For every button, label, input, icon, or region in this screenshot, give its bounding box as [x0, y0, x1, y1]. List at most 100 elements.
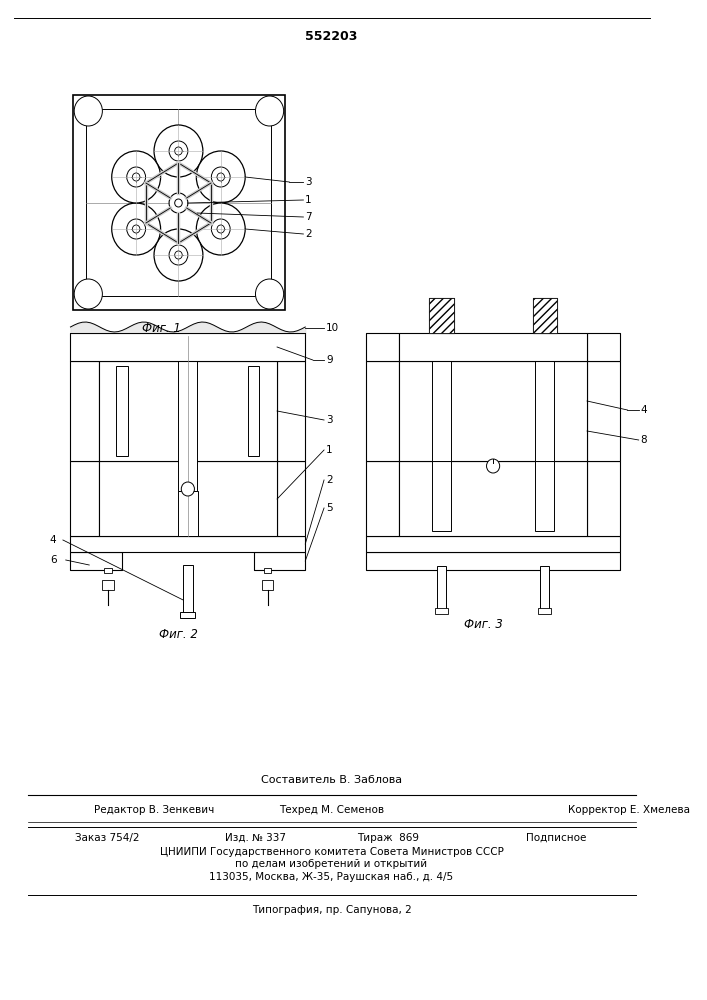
Circle shape	[181, 482, 194, 496]
Bar	[366, 361, 399, 461]
Text: 10: 10	[326, 323, 339, 333]
Bar	[277, 461, 305, 536]
Circle shape	[169, 141, 188, 161]
Circle shape	[197, 203, 245, 255]
Text: ЦНИИПИ Государственного комитета Совета Министров СССР: ЦНИИПИ Государственного комитета Совета …	[160, 847, 503, 857]
Circle shape	[127, 219, 146, 239]
Text: 1: 1	[305, 195, 312, 205]
Text: 3: 3	[326, 415, 332, 425]
Bar	[71, 536, 305, 552]
Bar	[117, 366, 128, 456]
Text: Подписное: Подписное	[526, 833, 586, 843]
Text: Фиг. 1: Фиг. 1	[142, 322, 181, 334]
Text: 5: 5	[326, 503, 332, 513]
Text: 4: 4	[641, 405, 647, 415]
Bar	[429, 298, 454, 333]
Text: Изд. № 337: Изд. № 337	[226, 833, 286, 843]
Bar	[435, 608, 448, 614]
Circle shape	[217, 225, 225, 233]
Circle shape	[74, 96, 103, 126]
Circle shape	[175, 199, 182, 207]
Text: 552203: 552203	[305, 30, 358, 43]
Bar	[71, 552, 122, 570]
Text: 2: 2	[305, 229, 312, 239]
Bar	[366, 536, 620, 552]
Bar	[532, 298, 557, 333]
Bar	[248, 366, 259, 456]
Bar	[277, 461, 305, 536]
Bar	[432, 361, 451, 461]
Bar	[587, 333, 620, 361]
Bar	[587, 361, 620, 461]
Text: Заказ 754/2: Заказ 754/2	[75, 833, 140, 843]
Bar	[366, 361, 399, 461]
Text: 3: 3	[305, 177, 312, 187]
Bar	[98, 361, 277, 461]
Circle shape	[211, 167, 230, 187]
Bar	[366, 552, 620, 570]
Bar	[366, 552, 620, 570]
Bar	[98, 461, 277, 536]
Bar	[399, 333, 587, 361]
Bar	[538, 608, 551, 614]
Bar	[399, 361, 587, 461]
Text: 2: 2	[326, 475, 332, 485]
Bar	[71, 333, 305, 361]
Bar	[104, 568, 112, 573]
Bar	[587, 333, 620, 361]
Bar	[535, 361, 554, 461]
Bar	[587, 461, 620, 536]
Text: Корректор Е. Хмелева: Корректор Е. Хмелева	[568, 805, 690, 815]
Circle shape	[132, 173, 140, 181]
Bar	[587, 461, 620, 536]
Bar	[587, 361, 620, 461]
Text: по делам изобретений и открытий: по делам изобретений и открытий	[235, 859, 428, 869]
Text: 7: 7	[305, 212, 312, 222]
Bar	[71, 552, 122, 570]
Bar	[532, 298, 557, 333]
Circle shape	[175, 251, 182, 259]
Bar	[264, 568, 271, 573]
Bar	[277, 361, 305, 461]
Circle shape	[197, 151, 245, 203]
Bar	[180, 612, 195, 618]
Text: 113035, Москва, Ж-35, Раушская наб., д. 4/5: 113035, Москва, Ж-35, Раушская наб., д. …	[209, 872, 454, 882]
Bar	[74, 95, 285, 310]
Bar	[277, 361, 305, 461]
Text: 9: 9	[326, 355, 332, 365]
Circle shape	[175, 147, 182, 155]
Circle shape	[154, 229, 203, 281]
Text: Фиг. 3: Фиг. 3	[464, 618, 503, 632]
Bar	[71, 461, 98, 536]
Bar	[177, 491, 198, 536]
Circle shape	[74, 279, 103, 309]
Circle shape	[217, 173, 225, 181]
Bar	[71, 361, 98, 461]
Bar	[98, 461, 277, 536]
Text: Фиг. 2: Фиг. 2	[159, 629, 198, 642]
Text: 8: 8	[641, 435, 647, 445]
Bar	[432, 451, 451, 531]
Text: 1: 1	[326, 445, 332, 455]
Circle shape	[112, 203, 160, 255]
Bar	[262, 580, 274, 590]
Bar	[399, 361, 587, 461]
Bar	[366, 536, 620, 552]
Bar	[254, 552, 305, 570]
Circle shape	[169, 193, 188, 213]
Text: 6: 6	[49, 555, 57, 565]
Circle shape	[255, 96, 284, 126]
Bar	[178, 341, 197, 491]
Circle shape	[132, 225, 140, 233]
Bar	[366, 461, 399, 536]
Text: Техред М. Семенов: Техред М. Семенов	[279, 805, 384, 815]
Text: Типография, пр. Сапунова, 2: Типография, пр. Сапунова, 2	[252, 905, 411, 915]
Bar	[429, 298, 454, 333]
Circle shape	[255, 279, 284, 309]
Bar	[71, 536, 305, 552]
Circle shape	[169, 245, 188, 265]
Circle shape	[211, 219, 230, 239]
Bar	[71, 333, 305, 361]
Bar	[254, 552, 305, 570]
Bar	[366, 333, 399, 361]
